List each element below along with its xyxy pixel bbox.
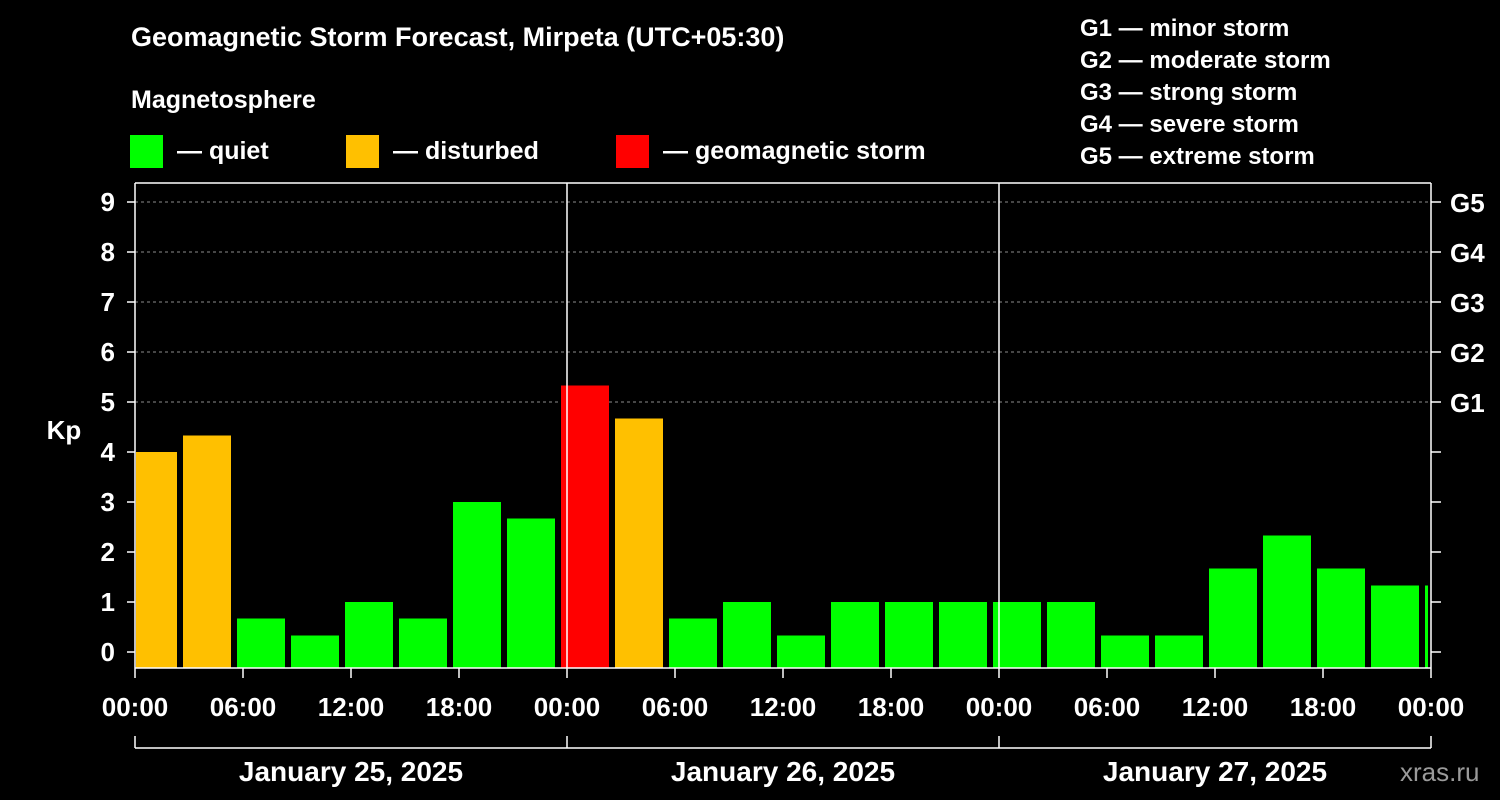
y-tick-label-4: 4 [101, 437, 116, 467]
legend-swatch-disturbed [346, 134, 379, 168]
x-tick-label-11: 18:00 [1290, 692, 1357, 722]
magnetosphere-legend-title: Magnetosphere [131, 86, 316, 114]
x-tick-label-1: 06:00 [210, 692, 277, 722]
day-label-2: January 27, 2025 [1103, 756, 1327, 787]
y-tick-label-3: 3 [101, 487, 115, 517]
y-tick-label-8: 8 [101, 237, 115, 267]
x-tick-label-6: 12:00 [750, 692, 817, 722]
kp-bar-13 [831, 602, 879, 668]
x-tick-label-9: 06:00 [1074, 692, 1141, 722]
kp-bar-12 [777, 635, 825, 668]
bars-layer [136, 385, 1428, 668]
day-label-0: January 25, 2025 [239, 756, 463, 787]
x-tick-label-7: 18:00 [858, 692, 925, 722]
g-level-label-g2: G2 [1450, 338, 1485, 368]
g-legend-g2: G2 — moderate storm [1080, 47, 1331, 74]
kp-bar-7 [507, 518, 555, 668]
y-tick-label-9: 9 [101, 187, 115, 217]
kp-bar-6 [453, 502, 501, 668]
kp-bar-10 [669, 618, 717, 668]
watermark: xras.ru [1400, 757, 1480, 787]
x-tick-label-3: 18:00 [426, 692, 493, 722]
legend-item-disturbed: — disturbed [346, 134, 539, 168]
y-tick-label-5: 5 [101, 387, 115, 417]
g-level-label-g3: G3 [1450, 288, 1485, 318]
kp-bar-3 [291, 635, 339, 668]
legend-swatch-storm [616, 134, 649, 168]
g-legend-g5: G5 — extreme storm [1080, 143, 1315, 170]
kp-bar-20 [1209, 568, 1257, 668]
kp-bar-8 [561, 385, 609, 668]
g-level-label-g5: G5 [1450, 188, 1485, 218]
g-legend-g4: G4 — severe storm [1080, 111, 1299, 138]
kp-bar-9 [615, 418, 663, 668]
x-tick-label-5: 06:00 [642, 692, 709, 722]
kp-bar-22 [1317, 568, 1365, 668]
g-legend-g3: G3 — strong storm [1080, 79, 1298, 106]
kp-bar-2 [237, 618, 285, 668]
legend-label-storm: — geomagnetic storm [663, 136, 926, 165]
g-level-label-g4: G4 [1450, 238, 1485, 268]
x-tick-label-4: 00:00 [534, 692, 601, 722]
x-tick-label-10: 12:00 [1182, 692, 1249, 722]
g-level-label-g1: G1 [1450, 388, 1485, 418]
kp-bar-5 [399, 618, 447, 668]
kp-bar-11 [723, 602, 771, 668]
x-tick-label-12: 00:00 [1398, 692, 1465, 722]
y-axis-label: Kp [47, 415, 82, 445]
legend-item-quiet: — quiet [130, 134, 269, 168]
x-tick-label-0: 00:00 [102, 692, 169, 722]
grid-layer [135, 201, 1431, 403]
kp-bar-15 [939, 602, 987, 668]
legend-item-storm: — geomagnetic storm [616, 134, 926, 168]
kp-bar-18 [1101, 635, 1149, 668]
x-tick-label-8: 00:00 [966, 692, 1033, 722]
labels-layer: 0 1 2 3 4 5 6 7 8 9 G1 G2 G3 G4 G5 Kp 00:00 06:00 12:00 18:… [47, 187, 1486, 787]
kp-bar-17 [1047, 602, 1095, 668]
kp-bar-4 [345, 602, 393, 668]
g-legend-g1: G1 — minor storm [1080, 15, 1290, 42]
y-tick-label-7: 7 [101, 287, 115, 317]
x-tick-label-2: 12:00 [318, 692, 385, 722]
kp-bar-0 [136, 452, 177, 668]
y-tick-label-1: 1 [101, 587, 115, 617]
kp-bar-14 [885, 602, 933, 668]
legend-swatch-quiet [130, 134, 163, 168]
y-tick-label-2: 2 [101, 537, 115, 567]
chart-title: Geomagnetic Storm Forecast, Mirpeta (UTC… [131, 22, 785, 52]
kp-bar-1 [183, 435, 231, 668]
kp-bar-23 [1371, 585, 1419, 668]
kp-bar-24 [1425, 585, 1428, 668]
legend-label-disturbed: — disturbed [393, 136, 539, 165]
axes-layer [127, 182, 1441, 749]
kp-bar-19 [1155, 635, 1203, 668]
day-label-1: January 26, 2025 [671, 756, 895, 787]
kp-bar-16 [993, 602, 1041, 668]
legend-label-quiet: — quiet [177, 136, 269, 165]
kp-bar-21 [1263, 535, 1311, 668]
y-tick-label-0: 0 [101, 637, 115, 667]
y-tick-label-6: 6 [101, 337, 115, 367]
